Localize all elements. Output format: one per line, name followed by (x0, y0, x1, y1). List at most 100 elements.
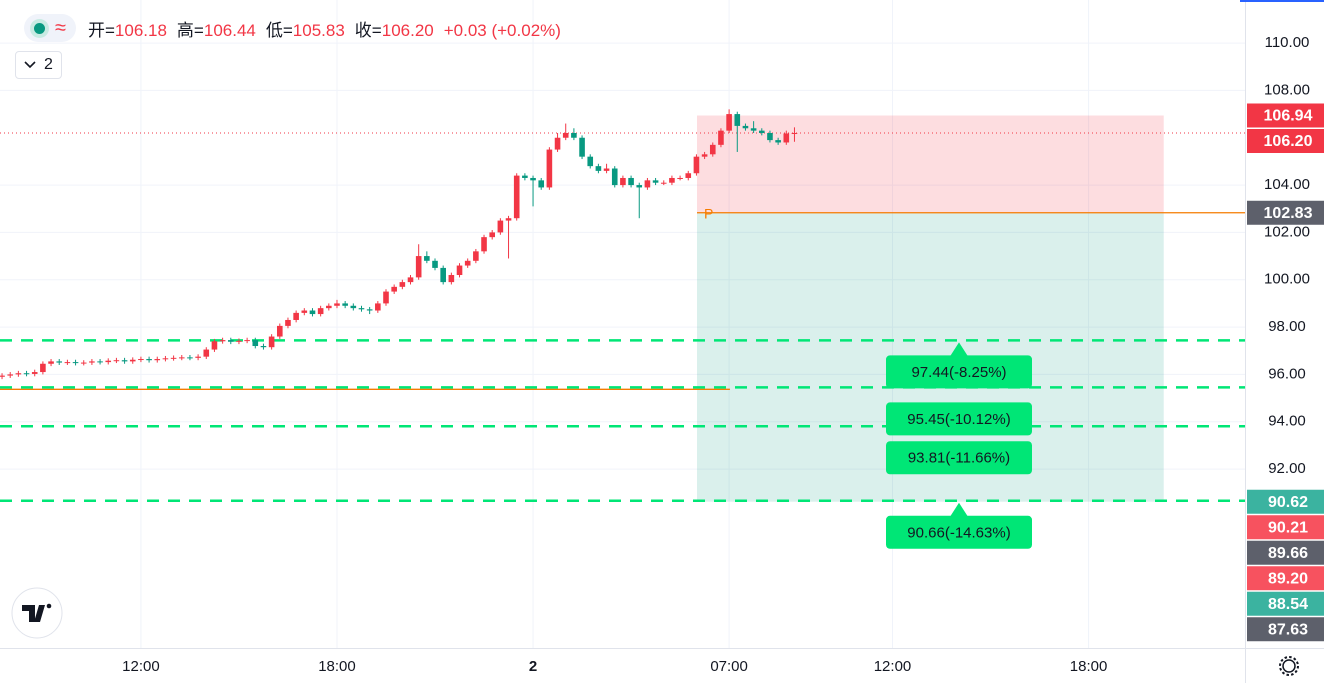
candle-body (260, 346, 267, 348)
candle-body (669, 177, 675, 183)
header: ≈ 开=106.18 高=106.44 低=105.83 收=106.20 +0.03 … (24, 14, 561, 42)
candle-body (64, 362, 71, 364)
candle-body (113, 360, 120, 362)
candle-body (326, 305, 332, 309)
candle-body (562, 133, 569, 138)
candle-body (546, 149, 553, 188)
logo-dot (46, 603, 52, 609)
candle-body (203, 349, 210, 357)
y-tick-label: 100.00 (1264, 271, 1310, 288)
candle-body (89, 361, 95, 363)
level-tag-text: 97.44(-8.25%) (911, 364, 1006, 381)
collapse-button[interactable]: 2 (15, 51, 62, 79)
level-tag-pointer (950, 502, 968, 517)
candle-body (742, 125, 749, 129)
tv-logo[interactable] (11, 587, 63, 639)
x-tick-label: 18:00 (318, 658, 356, 675)
price-label-box (1247, 515, 1324, 540)
candle-body (342, 303, 348, 306)
toggle-label: 2 (44, 56, 53, 73)
candle-body (178, 357, 185, 359)
candle-body (783, 133, 790, 143)
candle-body (154, 359, 161, 361)
price-label: 102.83 (1264, 205, 1313, 222)
candle-body (252, 340, 259, 347)
y-tick-label: 98.00 (1268, 318, 1306, 335)
candle-body (758, 130, 765, 134)
ohlc-value: 105.83 (292, 20, 345, 40)
candle-body (611, 168, 618, 186)
candle-body (334, 303, 340, 306)
y-tick-label: 94.00 (1268, 413, 1306, 430)
symbol-icons[interactable]: ≈ (24, 14, 76, 42)
price-label-box (1247, 489, 1324, 514)
candle-body (301, 310, 308, 313)
candle-body (644, 180, 651, 188)
price-label-box (1247, 617, 1324, 642)
candle-body (399, 282, 406, 287)
candle-body (677, 177, 683, 179)
candle-body (415, 256, 422, 278)
candle-body (571, 133, 577, 138)
candle-body (211, 341, 218, 350)
candle-body (513, 175, 520, 219)
candle-body (734, 114, 741, 126)
candle-body (375, 303, 381, 311)
level-tag: 97.44(-8.25%) (886, 342, 1032, 389)
level-tag-box (886, 355, 1032, 389)
level-tag-box (886, 515, 1032, 549)
price-label: 90.62 (1268, 494, 1308, 511)
candle-body (138, 359, 144, 361)
candle-body (636, 185, 643, 188)
price-label-box (1247, 200, 1324, 225)
price-label-box (1247, 566, 1324, 591)
candle-body (767, 133, 773, 141)
x-tick-label: 12:00 (874, 658, 912, 675)
candle-body (358, 308, 365, 310)
candle-body (187, 357, 193, 359)
price-label: 106.20 (1264, 133, 1313, 150)
ohlc-name: 开= (87, 20, 115, 40)
candle-body (293, 312, 299, 320)
ohlc-value: 106.18 (114, 20, 167, 40)
level-tag-text: 95.45(-10.12%) (907, 411, 1010, 428)
candle-body (554, 137, 561, 150)
candle-body (505, 218, 512, 221)
candle-body (489, 232, 495, 238)
candle-body (0, 375, 5, 377)
ohlc-value: 106.20 (381, 20, 434, 40)
candle-body (31, 372, 38, 374)
wave-icon: ≈ (55, 17, 66, 39)
candle-body (473, 251, 479, 261)
price-label: 89.66 (1268, 545, 1308, 562)
candle-body (481, 237, 487, 252)
gear-teeth (1279, 656, 1299, 676)
ohlc: 开=106.18 高=106.44 低=105.83 收=106.20 +0.03 (+… (88, 16, 561, 41)
level-tag: 95.45(-10.12%) (886, 402, 1032, 436)
candle-body (587, 156, 594, 167)
candle-body (407, 277, 414, 283)
candle-body (56, 361, 63, 363)
candle-body (701, 154, 708, 157)
ohlc-name: 高= (176, 20, 204, 40)
candle-body (791, 133, 798, 135)
candle-body (660, 182, 667, 184)
candle-body (603, 168, 610, 171)
logo-mark (22, 605, 45, 622)
candle-body (317, 308, 324, 315)
candle-body (579, 137, 585, 157)
level-tag-box (886, 402, 1032, 436)
ohlc-value: 106.44 (203, 20, 256, 40)
candle-body (105, 360, 112, 363)
ohlc-name: 收= (354, 20, 382, 40)
candle-body (685, 173, 692, 178)
x-axis-bg (0, 648, 1324, 683)
settings[interactable] (1279, 656, 1299, 676)
candle-body (350, 305, 357, 309)
candle-body (750, 128, 757, 131)
candle-body (538, 180, 545, 188)
y-tick-label: 102.00 (1264, 223, 1310, 240)
plot: P (0, 109, 1245, 503)
